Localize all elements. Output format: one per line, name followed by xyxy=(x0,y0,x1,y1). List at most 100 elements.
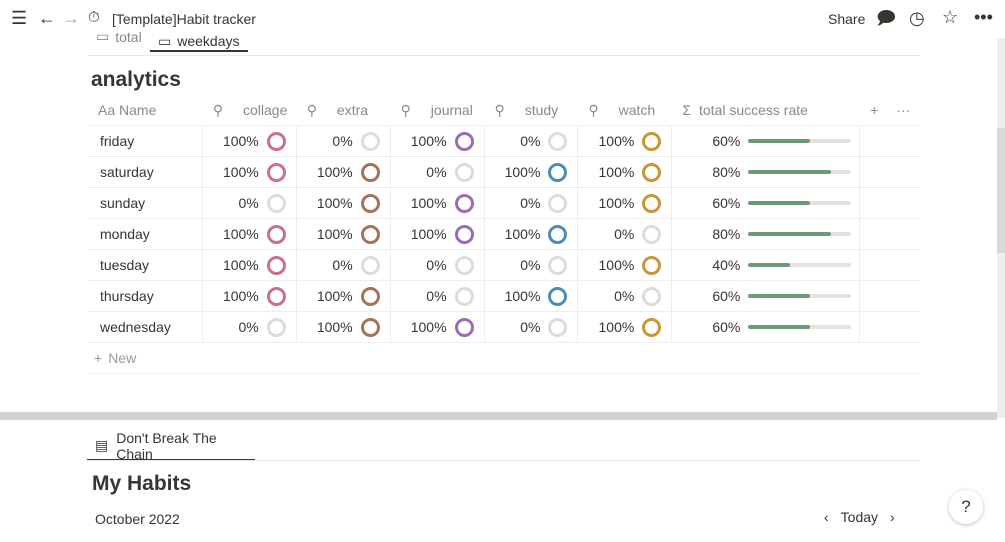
percent-value: 0% xyxy=(238,319,259,335)
row-name: saturday xyxy=(100,164,154,180)
forward-arrow-icon[interactable]: → xyxy=(62,8,80,28)
header-name[interactable]: Aa Name xyxy=(88,95,203,125)
share-button[interactable]: Share xyxy=(828,11,866,27)
chevron-left-icon[interactable]: ‹ xyxy=(824,509,829,525)
collage-cell: 0% xyxy=(203,188,297,218)
table-row[interactable]: thursday 100% 100% 0% 100% 0% 60% xyxy=(88,281,920,312)
percent-value: 100% xyxy=(410,319,447,335)
total-value: 60% xyxy=(712,319,741,335)
name-cell[interactable]: wednesday xyxy=(88,312,203,342)
progress-ring-icon xyxy=(266,317,286,337)
percent-value: 100% xyxy=(222,257,259,273)
database-title: analytics xyxy=(91,68,181,91)
progress-fill xyxy=(748,139,811,143)
add-property-icon[interactable]: + xyxy=(870,102,879,118)
journal-cell: 0% xyxy=(391,157,485,187)
progress-ring-icon xyxy=(642,224,662,244)
header-label: journal xyxy=(430,102,473,118)
percent-value: 100% xyxy=(222,288,259,304)
journal-cell: 0% xyxy=(391,250,485,280)
chevron-right-icon[interactable]: › xyxy=(890,509,895,525)
percent-value: 100% xyxy=(410,133,447,149)
total-cell: 80% xyxy=(672,157,861,187)
name-cell[interactable]: sunday xyxy=(88,188,203,218)
table-row[interactable]: monday 100% 100% 100% 100% 0% 80% xyxy=(88,219,920,250)
name-cell[interactable]: saturday xyxy=(88,157,203,187)
comment-icon[interactable]: 🗩 xyxy=(876,8,896,28)
divider xyxy=(87,460,920,461)
empty-cell xyxy=(860,126,920,156)
more-icon[interactable]: ··· xyxy=(896,102,911,118)
table-header: Aa Name ⚲ collage ⚲ extra ⚲ journal ⚲ st… xyxy=(88,95,920,126)
plus-icon: + xyxy=(94,350,103,366)
collage-cell: 0% xyxy=(203,312,297,342)
star-icon[interactable]: ☆ xyxy=(942,7,959,27)
table-row[interactable]: sunday 0% 100% 100% 0% 100% 60% xyxy=(88,188,920,219)
table-row[interactable]: friday 100% 0% 100% 0% 100% 60% xyxy=(88,126,920,157)
name-cell[interactable]: friday xyxy=(88,126,203,156)
tab-dont-break-the-chain[interactable]: ▤ Don't Break The Chain xyxy=(87,430,255,462)
extra-cell: 100% xyxy=(297,157,391,187)
tab-total[interactable]: ▭ total xyxy=(96,28,142,45)
percent-value: 100% xyxy=(222,226,259,242)
percent-value: 100% xyxy=(316,195,353,211)
more-icon[interactable]: ••• xyxy=(974,7,993,27)
scrollbar-thumb[interactable] xyxy=(997,128,1005,253)
calendar-title: My Habits xyxy=(92,472,192,495)
history-clock-icon[interactable]: ◷ xyxy=(909,8,925,28)
progress-ring-icon xyxy=(454,317,474,337)
progress-ring-icon xyxy=(454,193,474,213)
total-value: 60% xyxy=(712,195,741,211)
table-row[interactable]: tuesday 100% 0% 0% 0% 100% 40% xyxy=(88,250,920,281)
progress-ring-icon xyxy=(454,162,474,182)
progress-fill xyxy=(748,263,790,267)
name-cell[interactable]: thursday xyxy=(88,281,203,311)
header-watch[interactable]: ⚲ watch xyxy=(578,95,672,125)
journal-cell: 100% xyxy=(391,312,485,342)
header-journal[interactable]: ⚲ journal xyxy=(391,95,485,125)
percent-value: 0% xyxy=(426,164,447,180)
name-cell[interactable]: monday xyxy=(88,219,203,249)
name-cell[interactable]: tuesday xyxy=(88,250,203,280)
help-button[interactable]: ? xyxy=(949,490,983,524)
progress-ring-icon xyxy=(642,317,662,337)
extra-cell: 100% xyxy=(297,188,391,218)
row-name: wednesday xyxy=(100,319,171,335)
table-row[interactable]: saturday 100% 100% 0% 100% 100% 80% xyxy=(88,157,920,188)
progress-ring-icon xyxy=(548,224,568,244)
percent-value: 100% xyxy=(598,133,635,149)
percent-value: 100% xyxy=(410,195,447,211)
today-button[interactable]: Today xyxy=(840,509,879,525)
percent-value: 0% xyxy=(520,257,541,273)
empty-cell xyxy=(860,312,920,342)
progress-ring-icon xyxy=(454,131,474,151)
journal-cell: 0% xyxy=(391,281,485,311)
percent-value: 0% xyxy=(238,195,259,211)
section-divider xyxy=(0,412,997,420)
collage-cell: 100% xyxy=(203,281,297,311)
header-study[interactable]: ⚲ study xyxy=(485,95,579,125)
watch-cell: 100% xyxy=(578,157,673,187)
header-extra[interactable]: ⚲ extra xyxy=(297,95,391,125)
back-arrow-icon[interactable]: ← xyxy=(38,8,56,28)
new-row-button[interactable]: + New xyxy=(88,343,920,374)
percent-value: 100% xyxy=(316,319,353,335)
calendar-icon: ▤ xyxy=(95,437,109,453)
extra-cell: 100% xyxy=(297,219,391,249)
progress-fill xyxy=(748,294,811,298)
page-title[interactable]: [Template]Habit tracker xyxy=(112,11,256,27)
search-icon: ⚲ xyxy=(212,101,224,118)
month-label: October 2022 xyxy=(95,511,180,527)
progress-ring-icon xyxy=(454,224,474,244)
tab-weekdays[interactable]: ▭ weekdays xyxy=(150,28,248,52)
percent-value: 0% xyxy=(426,257,447,273)
progress-bar xyxy=(748,232,852,236)
row-name: sunday xyxy=(100,195,146,211)
header-collage[interactable]: ⚲ collage xyxy=(203,95,297,125)
progress-ring-icon xyxy=(548,162,568,182)
table-row[interactable]: wednesday 0% 100% 100% 0% 100% 60% xyxy=(88,312,920,343)
search-icon: ⚲ xyxy=(494,101,505,118)
row-name: thursday xyxy=(100,288,154,304)
menu-icon[interactable]: ☰ xyxy=(11,8,28,28)
